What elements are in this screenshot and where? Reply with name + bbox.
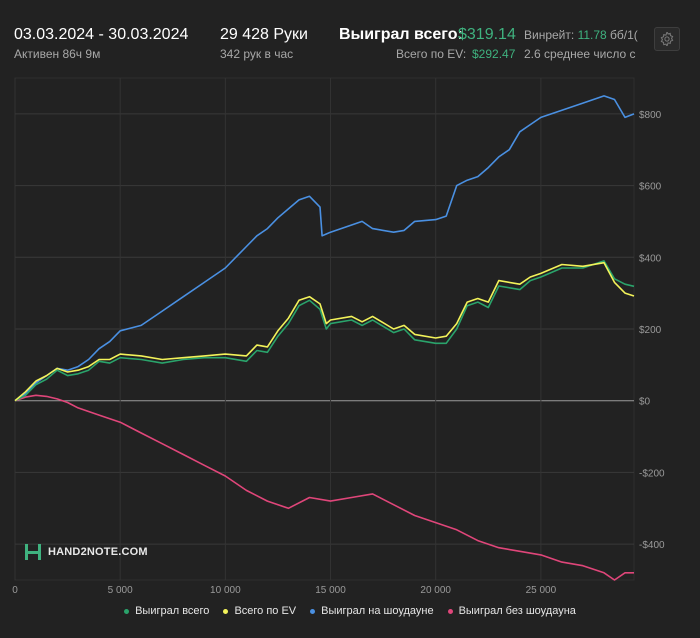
ev-value: $292.47 <box>472 47 516 61</box>
legend-item-ev[interactable]: Всего по EV <box>223 602 296 620</box>
series-line-showdown <box>14 95 635 402</box>
legend-item-showdown[interactable]: Выиграл на шоудауне <box>310 602 434 620</box>
series-line-ev <box>14 261 635 402</box>
legend-dot <box>310 608 316 614</box>
winrate-value: 11.78 <box>577 28 607 42</box>
x-tick-label: 25 000 <box>526 585 557 596</box>
x-axis-ticks: 0 5 000 10 000 15 000 20 000 25 000 <box>12 585 556 596</box>
chart-grid <box>14 77 635 581</box>
profit-chart: -$400 -$200 $0 $200 $400 $600 $800 0 5 000 10 00… <box>12 77 665 596</box>
hands-per-hour: 342 рук в час <box>220 47 294 61</box>
y-tick-label: $600 <box>639 182 662 193</box>
legend-label: Всего по EV <box>234 605 297 617</box>
y-axis-ticks: -$400 -$200 $0 $200 $400 $600 $800 <box>639 110 665 551</box>
legend-dot <box>447 608 453 614</box>
settings-button[interactable] <box>654 27 680 51</box>
y-tick-label: -$400 <box>639 540 665 551</box>
winrate-unit: бб/1( <box>610 28 638 42</box>
won-total-label: Выиграл всего: <box>339 26 463 43</box>
legend-dot <box>223 608 229 614</box>
winrate: Винрейт: 11.78 бб/1( <box>524 28 642 42</box>
x-tick-label: 0 <box>12 585 18 596</box>
x-tick-label: 5 000 <box>108 585 133 596</box>
avg-players: 2.6 среднее число с <box>524 47 636 61</box>
legend-item-won-total[interactable]: Выиграл всего <box>124 602 209 620</box>
y-tick-label: $400 <box>639 253 662 264</box>
y-tick-label: $0 <box>639 397 651 408</box>
active-time: Активен 86ч 9м <box>14 47 101 61</box>
won-total-value: $319.14 <box>458 26 516 43</box>
watermark-text: HAND2NOTE.COM <box>48 546 148 558</box>
x-tick-label: 15 000 <box>315 585 346 596</box>
series-line-no-showdown <box>14 394 634 581</box>
chart-lines <box>14 95 635 581</box>
hand2note-logo-icon <box>25 544 41 560</box>
ev-label: Всего по EV: <box>396 47 467 61</box>
y-tick-label: $200 <box>639 325 662 336</box>
legend-label: Выиграл на шоудауне <box>321 605 434 617</box>
legend-label: Выиграл без шоудауна <box>458 605 576 617</box>
legend-dot <box>124 608 130 614</box>
x-tick-label: 20 000 <box>420 585 451 596</box>
y-tick-label: -$200 <box>639 468 665 479</box>
date-range: 03.03.2024 - 30.03.2024 <box>14 26 189 43</box>
watermark: HAND2NOTE.COM <box>24 543 148 561</box>
x-tick-label: 10 000 <box>210 585 241 596</box>
gear-icon <box>660 32 674 46</box>
hands-count: 29 428 Руки <box>220 26 308 43</box>
stats-header: 03.03.2024 - 30.03.2024 Активен 86ч 9м 2… <box>0 0 700 70</box>
winrate-label: Винрейт: <box>524 28 575 42</box>
y-tick-label: $800 <box>639 110 662 121</box>
series-line-won-total <box>14 260 635 402</box>
chart-legend: Выиграл всего Всего по EV Выиграл на шоу… <box>0 602 700 620</box>
legend-label: Выиграл всего <box>135 605 210 617</box>
legend-item-no-showdown[interactable]: Выиграл без шоудауна <box>447 602 576 620</box>
